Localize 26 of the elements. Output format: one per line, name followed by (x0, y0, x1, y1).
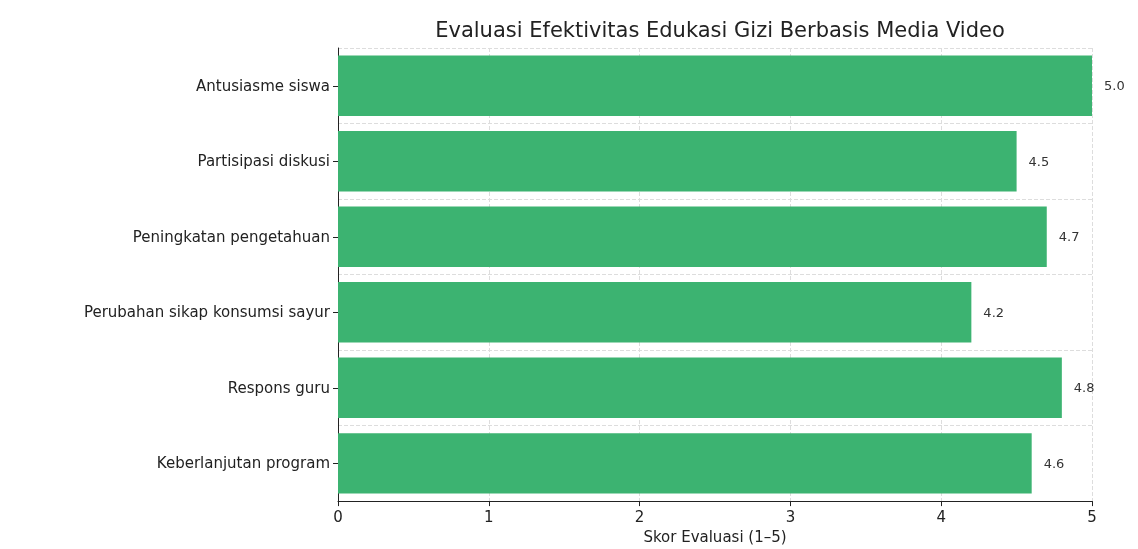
bar (338, 131, 1017, 192)
data-label: 5.0 (1104, 78, 1125, 94)
data-label: 4.5 (1028, 153, 1050, 169)
y-tick-label: Respons guru (227, 378, 330, 397)
data-label: 4.2 (983, 304, 1005, 320)
chart-title: Evaluasi Efektivitas Edukasi Gizi Berbasis Media Video (435, 17, 1005, 42)
y-tick-label: Antusiasme siswa (195, 76, 330, 95)
x-tick-label: 2 (634, 507, 645, 526)
bar (338, 357, 1062, 419)
x-axis-title: Skor Evaluasi (1–5) (643, 527, 787, 546)
x-tick-label: 4 (936, 507, 946, 526)
data-label: 4.8 (1073, 380, 1095, 396)
data-label: 4.6 (1043, 455, 1065, 471)
bar (338, 433, 1032, 494)
x-tick-label: 1 (484, 507, 494, 526)
bar (338, 206, 1047, 267)
x-tick-label: 3 (785, 507, 796, 526)
x-tick-label: 5 (1087, 507, 1097, 526)
y-tick-label: Keberlanjutan program (156, 454, 330, 473)
y-tick-label: Partisipasi diskusi (197, 152, 330, 171)
data-label: 4.7 (1058, 229, 1080, 245)
y-tick-label: Peningkatan pengetahuan (132, 227, 330, 246)
bar (338, 282, 972, 343)
bar (338, 55, 1092, 116)
y-tick-label: Perubahan sikap konsumsi sayur (83, 303, 331, 322)
x-tick-label: 0 (333, 507, 343, 526)
